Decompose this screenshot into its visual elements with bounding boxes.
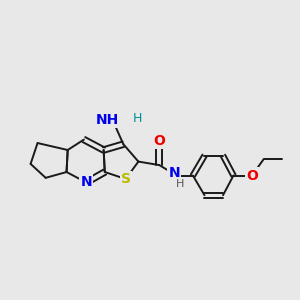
Text: N: N: [169, 166, 180, 180]
Text: H: H: [176, 178, 184, 189]
Text: N: N: [80, 176, 92, 190]
Text: NH: NH: [95, 113, 119, 127]
Text: S: S: [121, 172, 131, 186]
Text: O: O: [153, 134, 165, 148]
Text: H: H: [133, 112, 142, 125]
Text: O: O: [246, 169, 258, 182]
